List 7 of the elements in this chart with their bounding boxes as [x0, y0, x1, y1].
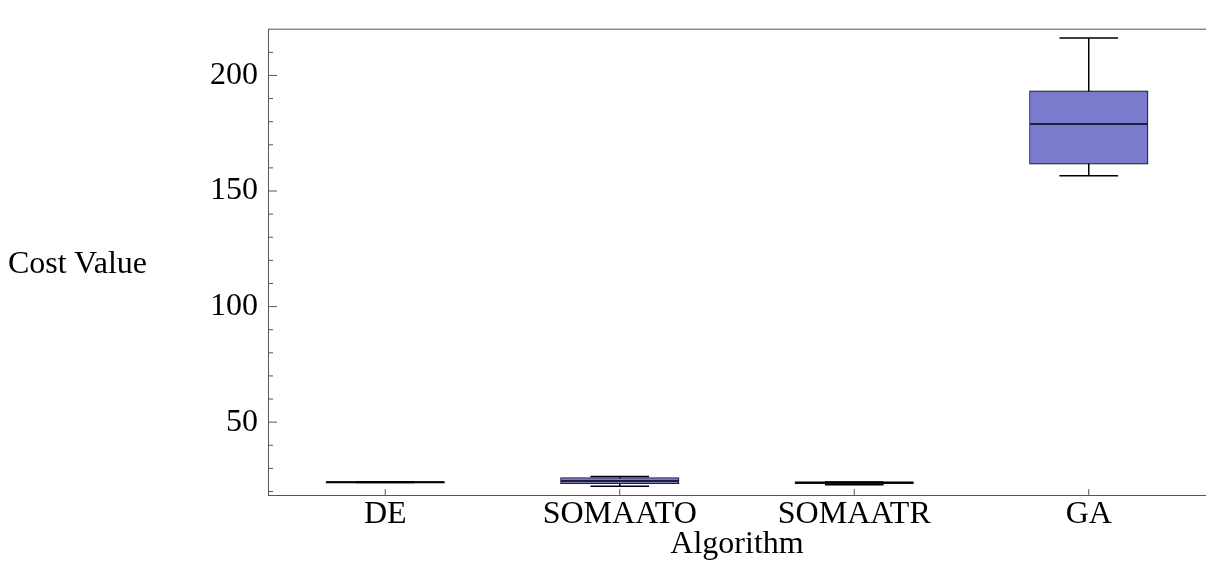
- y-tick-label: 50: [226, 401, 258, 438]
- y-axis-title: Cost Value: [8, 243, 147, 280]
- x-tick-label: GA: [1065, 493, 1112, 530]
- y-tick-label: 200: [210, 54, 258, 91]
- y-tick-label: 150: [210, 170, 258, 207]
- y-tick-label: 100: [210, 285, 258, 322]
- x-tick-label: DE: [363, 493, 407, 530]
